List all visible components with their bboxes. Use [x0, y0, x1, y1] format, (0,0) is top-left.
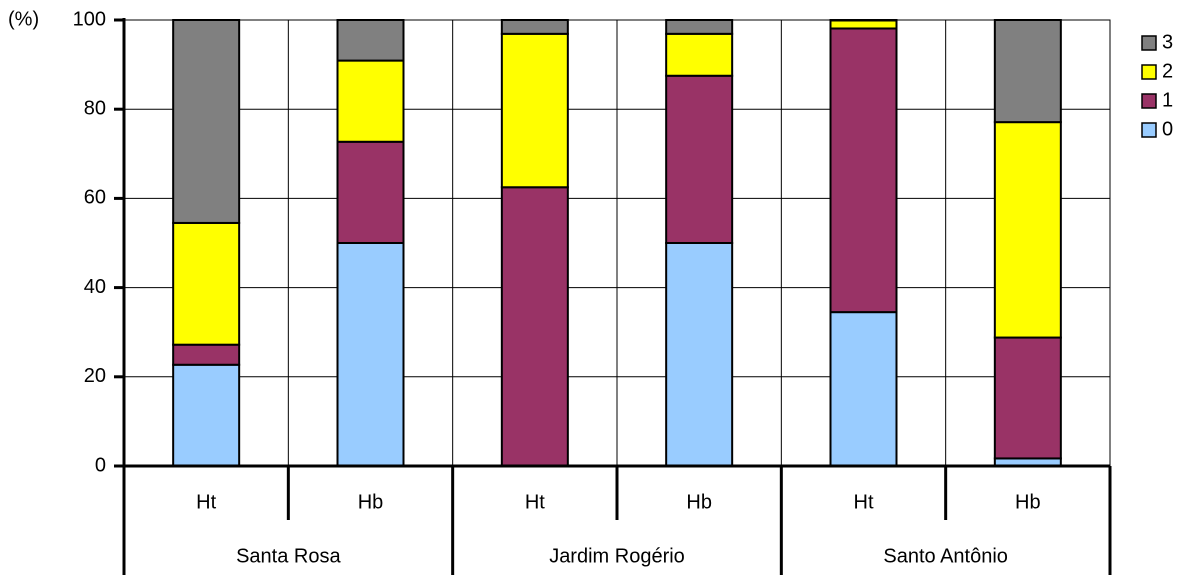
- axes: [114, 18, 1110, 575]
- legend-label: 2: [1162, 60, 1173, 82]
- bar-segment: [173, 345, 239, 365]
- group-label: Jardim Rogério: [549, 545, 685, 567]
- bar-segment: [338, 243, 404, 466]
- bar-segment: [173, 365, 239, 466]
- grid-lines: [124, 20, 1110, 466]
- bar-segment: [173, 20, 239, 223]
- legend-swatch: [1142, 36, 1156, 50]
- category-label: Hb: [1015, 491, 1041, 513]
- bar-segment: [666, 243, 732, 466]
- legend-label: 1: [1162, 89, 1173, 111]
- bar-segment: [173, 223, 239, 345]
- category-label: Ht: [196, 491, 216, 513]
- bar-segment: [338, 20, 404, 61]
- bar-segment: [502, 34, 568, 187]
- y-tick-label: 80: [84, 97, 106, 119]
- legend-swatch: [1142, 65, 1156, 79]
- bar-segment: [502, 20, 568, 34]
- legend: 3 2 1 0: [1142, 31, 1173, 140]
- bar-segment: [666, 34, 732, 76]
- y-tick-label: 0: [95, 454, 106, 476]
- category-label: Hb: [358, 491, 384, 513]
- bar-segment: [995, 20, 1061, 122]
- group-label: Santo Antônio: [883, 545, 1008, 567]
- bar-segment: [831, 312, 897, 466]
- legend-label: 3: [1162, 31, 1173, 53]
- category-label: Hb: [686, 491, 712, 513]
- category-label: Ht: [854, 491, 874, 513]
- y-tick-label: 100: [73, 8, 106, 30]
- bar-segment: [666, 20, 732, 34]
- group-label: Santa Rosa: [236, 545, 341, 567]
- bar-segment: [502, 187, 568, 466]
- bar-segment: [995, 122, 1061, 337]
- legend-swatch: [1142, 123, 1156, 137]
- y-axis-label: (%): [8, 8, 39, 30]
- y-tick-label: 20: [84, 365, 106, 387]
- bar-segment: [995, 338, 1061, 459]
- bar-segment: [666, 76, 732, 243]
- bar-segment: [338, 142, 404, 243]
- legend-swatch: [1142, 94, 1156, 108]
- y-tick-label: 40: [84, 276, 106, 298]
- bar-segment: [831, 20, 897, 28]
- y-tick-label: 60: [84, 187, 106, 209]
- bar-segment: [831, 28, 897, 312]
- bar-segment: [338, 61, 404, 142]
- category-label: Ht: [525, 491, 545, 513]
- legend-label: 0: [1162, 118, 1173, 140]
